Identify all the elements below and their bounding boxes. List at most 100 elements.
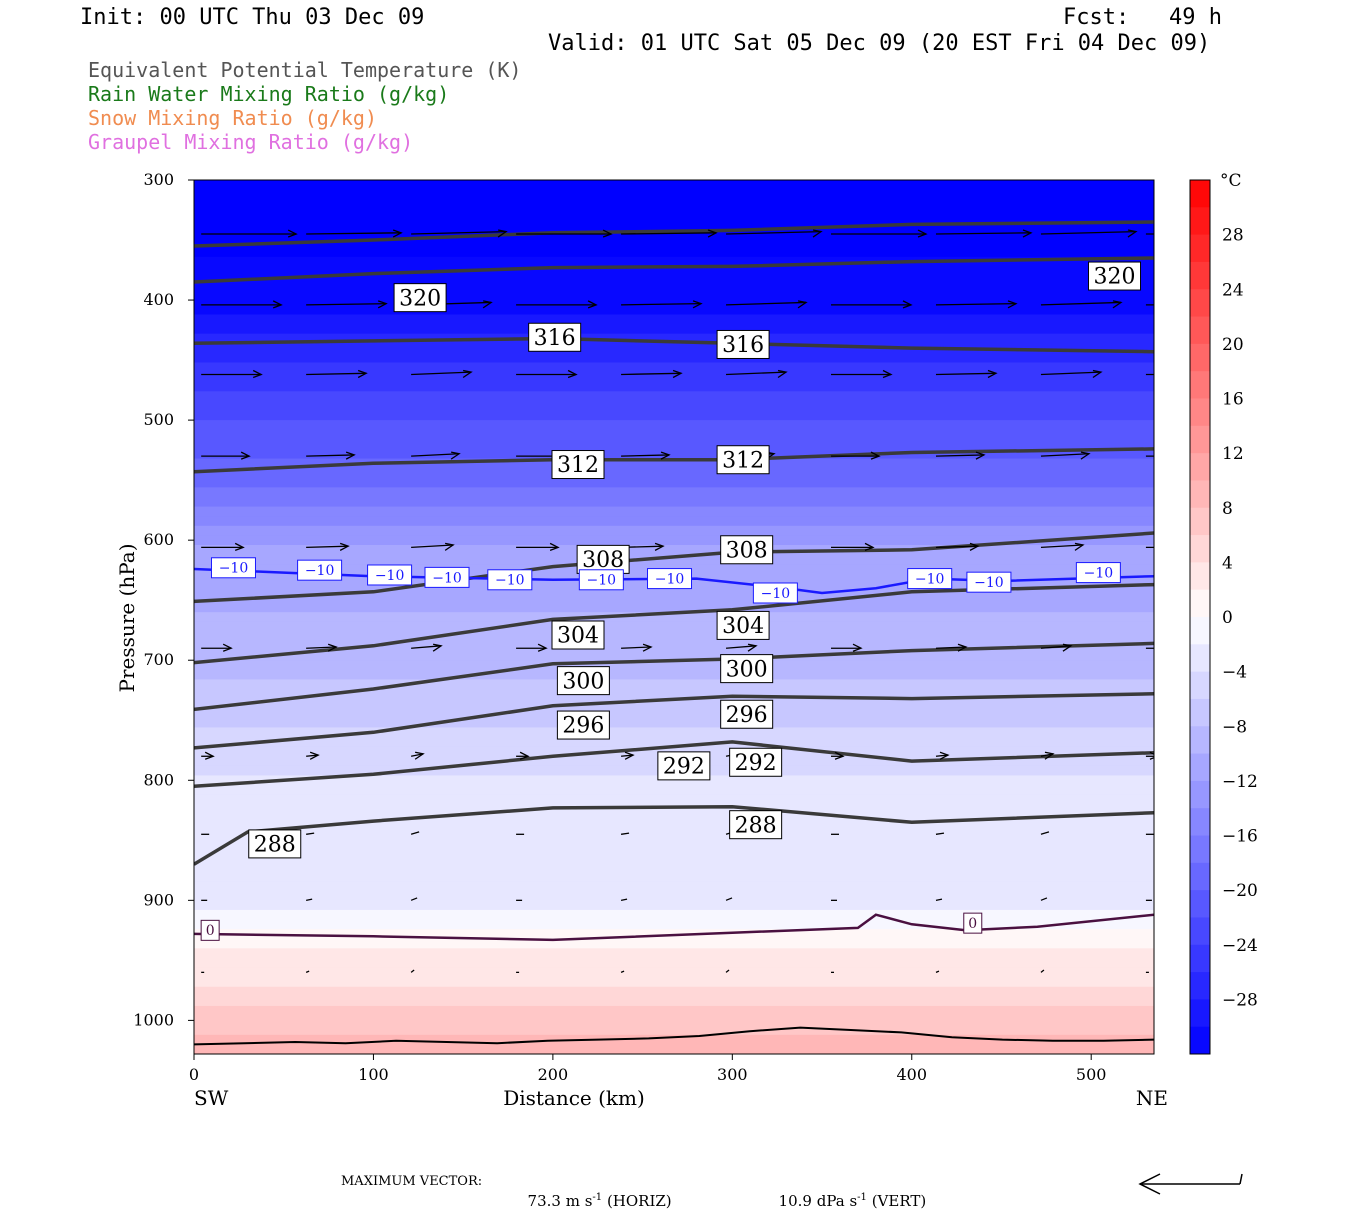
wind-vector-arrow (621, 369, 683, 379)
theta-e-label: 312 (551, 450, 605, 480)
temperature-band (194, 410, 1154, 422)
svg-text:−10: −10 (974, 575, 1004, 591)
isotherm-zero-label: 0 (200, 919, 220, 941)
wind-vector-arrow (306, 751, 320, 760)
isotherm-minus10-label: −10 (907, 568, 953, 590)
colorbar-unit: °C (1220, 171, 1242, 191)
vert-value: 10.9 dPa s (778, 1192, 858, 1210)
theta-e-contour-296 (194, 641, 1154, 712)
wind-vector-arrow (935, 542, 980, 551)
temperature-band (194, 669, 1154, 681)
temperature-band (194, 295, 1154, 306)
temperature-band (194, 948, 1154, 959)
x-tick-label: 200 (538, 1065, 569, 1084)
colorbar-swatch (1190, 890, 1210, 918)
svg-text:−10: −10 (655, 571, 685, 587)
forecast-hour: Fcst: 49 h (1063, 5, 1222, 30)
temperature-band (194, 429, 1154, 441)
wind-vector-arrow (410, 969, 415, 973)
temperature-band (194, 785, 1154, 796)
wind-vector-arrow (831, 451, 881, 460)
colorbar-swatch (1190, 180, 1210, 208)
wind-vector-arrow (831, 369, 893, 379)
wind-vector-arrow (620, 970, 625, 973)
wind-vector-arrow (306, 300, 388, 309)
theta-e-label: 300 (556, 666, 610, 696)
wind-vector-arrow (1040, 542, 1085, 551)
temperature-band (194, 881, 1154, 892)
wind-vector-arrow (621, 643, 653, 652)
wind-vector-arrow (1145, 647, 1154, 649)
wind-vector-arrow (306, 832, 315, 835)
wind-vector-arrow (516, 751, 530, 760)
isotherm-minus10-label: −10 (487, 569, 533, 591)
temperature-band (194, 794, 1154, 806)
x-tick-label: 100 (358, 1065, 389, 1084)
temperature-band (194, 487, 1154, 498)
wind-vector-arrow (1040, 369, 1103, 379)
wind-vector-arrow (305, 970, 310, 973)
wind-vector-arrow (1040, 229, 1138, 238)
isotherm-minus10-label: −10 (297, 559, 343, 581)
svg-text:−10: −10 (761, 586, 791, 602)
colorbar-tick-label: 0 (1222, 608, 1233, 628)
temperature-band (194, 679, 1154, 691)
temperature-band (194, 938, 1154, 950)
theta-e-contour-292 (194, 692, 1154, 750)
wind-vector-arrow (411, 451, 461, 460)
temperature-band (194, 256, 1154, 268)
theta-e-label: 308 (576, 544, 630, 574)
theta-e-label: 304 (551, 620, 605, 650)
colorbar-swatch (1190, 398, 1210, 427)
svg-text:320: 320 (1094, 265, 1136, 290)
temperature-band (194, 823, 1154, 835)
temperature-band (194, 199, 1154, 210)
valid-time: Valid: 01 UTC Sat 05 Dec 09 (20 EST Fri … (548, 31, 1211, 56)
colorbar-swatch (1190, 289, 1210, 318)
temperature-band (194, 247, 1154, 258)
svg-text:0: 0 (206, 923, 215, 939)
temperature-band (194, 986, 1154, 998)
vertical-max-vector: 10.9 dPa s-1 (VERT) (769, 1174, 927, 1210)
temperature-band (194, 727, 1154, 739)
svg-text:288: 288 (254, 833, 296, 858)
temperature-band (194, 1034, 1154, 1046)
temperature-band (194, 535, 1154, 546)
vert-tag: (VERT) (871, 1192, 927, 1210)
wind-vector-arrow (411, 369, 473, 379)
svg-text:288: 288 (735, 813, 777, 838)
wind-vector-arrow (201, 451, 251, 460)
temperature-band (194, 544, 1154, 556)
colorbar-swatch (1190, 753, 1210, 782)
colorbar-swatch (1190, 589, 1210, 618)
temperature-band (194, 352, 1154, 364)
isotherm-minus10-label: −10 (966, 571, 1012, 593)
colorbar-swatch (1190, 507, 1210, 536)
colorbar-swatch (1190, 480, 1210, 509)
wind-vector-arrow (726, 369, 788, 379)
y-axis-title: Pressure (hPa) (115, 544, 139, 693)
colorbar-swatch (1190, 671, 1210, 700)
colorbar-swatch (1190, 535, 1210, 563)
horiz-value: 73.3 m s (527, 1192, 593, 1210)
colorbar-swatch (1190, 862, 1210, 891)
theta-e-label: 292 (729, 747, 783, 777)
temperature-band (194, 554, 1154, 566)
wind-vector-arrow (831, 542, 875, 551)
colorbar-swatch (1190, 562, 1210, 591)
svg-text:312: 312 (557, 453, 599, 478)
temperature-band (194, 1015, 1154, 1027)
theta-e-label: 320 (1088, 261, 1142, 291)
wind-vector-arrow (935, 970, 940, 973)
colorbar-swatch (1190, 343, 1210, 372)
wind-vector-arrow (410, 897, 418, 901)
wind-vector-arrow (201, 300, 283, 309)
temperature-band (194, 957, 1154, 969)
wind-vector-arrow (411, 542, 455, 551)
wind-vector-arrow (935, 751, 950, 760)
temperature-band (194, 890, 1154, 902)
wind-vector-arrow (620, 898, 628, 901)
temperature-band (194, 592, 1154, 604)
wind-vector-arrow (726, 229, 823, 238)
